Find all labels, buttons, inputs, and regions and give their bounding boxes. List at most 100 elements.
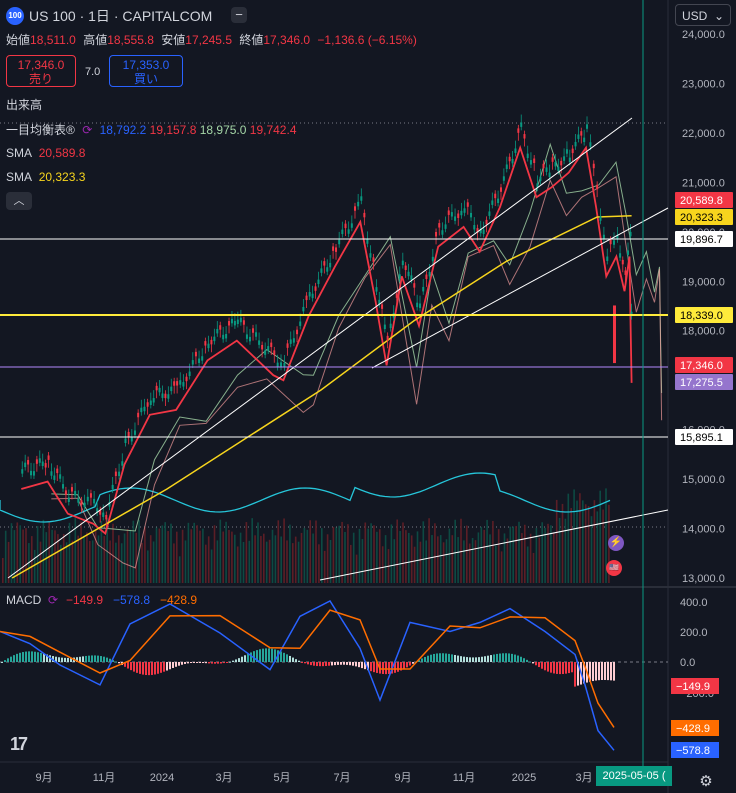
macd-hist-bar xyxy=(238,658,240,662)
volume-bar xyxy=(297,541,300,583)
candle-body xyxy=(378,299,381,305)
volume-bar xyxy=(396,519,398,583)
candle-body xyxy=(335,247,338,252)
macd-hist-bar xyxy=(400,662,402,671)
last-candle xyxy=(613,305,616,364)
macd-hist-bar xyxy=(172,662,174,668)
volume-bar xyxy=(471,537,474,583)
chart-title[interactable]: US 100 · 1日 · CAPITALCOM xyxy=(29,8,213,24)
volume-bar xyxy=(538,537,541,583)
volume-bar xyxy=(77,535,79,583)
volume-bar xyxy=(515,526,517,583)
sma1-legend[interactable]: SMA 20,589.8 xyxy=(6,146,85,160)
tradingview-logo-icon[interactable]: 17 xyxy=(10,734,28,754)
candle-body xyxy=(255,332,258,337)
macd-hist-bar xyxy=(523,658,525,662)
candle-body xyxy=(70,487,73,492)
macd-hist-bar xyxy=(331,662,333,666)
volume-bar xyxy=(292,543,294,583)
macd-hist-bar xyxy=(190,662,192,663)
macd-hist-bar xyxy=(85,655,87,662)
settings-gear-icon[interactable]: ⚙ xyxy=(699,773,713,790)
candle-body xyxy=(219,325,222,330)
ichimoku-cycle-icon[interactable]: ⟳ xyxy=(82,123,93,137)
candle-body xyxy=(574,141,577,147)
macd-hist-bar xyxy=(427,655,429,662)
candle-body xyxy=(389,323,392,329)
macd-hist-bar xyxy=(304,662,306,664)
candle-body xyxy=(494,193,497,199)
macd-hist-bar xyxy=(283,652,285,662)
volume-bar xyxy=(323,550,326,583)
macd-hist-bar xyxy=(352,662,354,666)
sma2-legend[interactable]: SMA 20,323.3 xyxy=(6,170,85,184)
macd-hist-bar xyxy=(88,655,90,662)
volume-bar xyxy=(245,522,248,583)
volume-bar xyxy=(582,500,584,583)
macd-hist-bar xyxy=(298,660,300,662)
macd-hist-bar xyxy=(484,656,486,662)
volume-bar xyxy=(231,531,233,583)
open-value: 18,511.0 xyxy=(30,33,76,47)
macd-tag-bg xyxy=(671,720,719,736)
candle-body xyxy=(140,407,143,413)
volume-bar xyxy=(579,493,581,583)
candle-body xyxy=(583,137,586,143)
macd-hist-bar xyxy=(64,657,66,662)
volume-bar xyxy=(164,522,166,583)
lightning-event-icon[interactable]: ⚡ xyxy=(608,535,624,551)
ichimoku-legend[interactable]: 一目均衡表® ⟳ 18,792.2 19,157.8 18,975.0 19,7… xyxy=(6,121,297,138)
volume-bar xyxy=(335,527,338,583)
price-tick-label: 18,000.0 xyxy=(682,326,725,338)
volume-bar xyxy=(370,523,372,583)
volume-bar xyxy=(399,531,401,583)
candle-body xyxy=(441,230,444,235)
volume-bar xyxy=(358,528,361,583)
candle-body xyxy=(357,201,360,207)
volume-bar xyxy=(123,533,126,583)
us-flag-event-icon[interactable]: 🇺🇸 xyxy=(606,560,622,576)
candle-body xyxy=(463,208,466,213)
macd-tick-label: 0.0 xyxy=(680,657,695,669)
ichimoku-tenkan-value: 18,792.2 xyxy=(99,123,147,137)
macd-hist-bar xyxy=(133,662,135,672)
volume-bar xyxy=(91,540,94,583)
candle-body xyxy=(329,262,332,268)
sell-button[interactable]: 17,346.0 売り xyxy=(6,55,76,87)
macd-hist-bar xyxy=(550,662,552,673)
collapse-indicators-button[interactable]: ︿ xyxy=(6,192,32,210)
macd-hist-bar xyxy=(355,662,357,667)
volume-bar xyxy=(570,508,572,583)
macd-hist-bar xyxy=(376,662,378,673)
volume-bar xyxy=(4,530,7,583)
volume-bar xyxy=(532,552,535,583)
candle-body xyxy=(505,164,508,169)
price-tag: 19,896.7 xyxy=(675,231,733,247)
candle-body xyxy=(283,362,286,368)
volume-bar xyxy=(541,522,543,583)
macd-hist-bar xyxy=(109,658,111,662)
macd-hist-bar xyxy=(454,654,456,662)
macd-tick-label: 400.0 xyxy=(680,597,708,609)
currency-select[interactable]: USD ⌄ xyxy=(675,4,731,26)
macd-hist-bar xyxy=(559,662,561,675)
volume-bar xyxy=(13,530,16,583)
volume-bar xyxy=(303,527,306,583)
trendline-recent xyxy=(371,207,669,369)
candle-body xyxy=(447,210,450,215)
macd-cycle-icon: ⟳ xyxy=(48,593,58,607)
collapse-legend-button[interactable]: − xyxy=(231,7,247,23)
candle-body xyxy=(114,471,117,477)
buy-button[interactable]: 17,353.0 買い xyxy=(109,55,183,87)
candle-body xyxy=(155,385,158,391)
candle-body xyxy=(488,211,491,216)
candle-body xyxy=(108,502,111,507)
volume-bar xyxy=(393,539,396,583)
volume-bar xyxy=(126,529,129,583)
volume-bar xyxy=(350,544,352,583)
macd-hist-bar xyxy=(4,660,6,662)
volume-indicator-label[interactable]: 出来高 xyxy=(6,98,43,112)
macd-hist-bar xyxy=(145,662,147,676)
volume-bar xyxy=(222,531,224,583)
